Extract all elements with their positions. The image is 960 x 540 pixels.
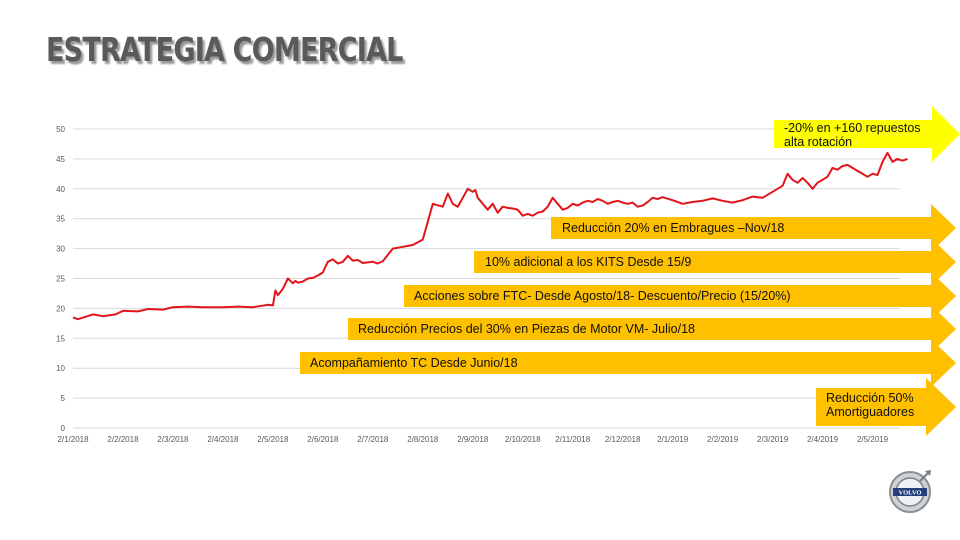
x-tick-label: 2/10/2018 [505,435,541,444]
annotation-arrow-amortiguadores: Reducción 50% Amortiguadores [816,378,956,436]
y-tick-label: 5 [61,394,66,403]
y-tick-label: 25 [56,275,65,284]
arrow-shape [300,339,956,387]
logo-text: VOLVO [899,490,922,497]
x-tick-label: 2/3/2018 [157,435,189,444]
page-title: ESTRATEGIA COMERCIAL [46,30,403,69]
annotation-label: Acompañamiento TC Desde Junio/18 [310,356,518,370]
x-tick-label: 2/5/2018 [257,435,289,444]
arrow-shape [551,204,956,252]
annotation-arrow-ftc: Acciones sobre FTC- Desde Agosto/18- Des… [404,272,956,320]
annotation-label: Reducción 20% en Embragues –Nov/18 [562,221,785,235]
x-tick-label: 2/1/2019 [657,435,689,444]
annotation-label: Reducción Precios del 30% en Piezas de M… [358,322,695,336]
y-tick-label: 50 [56,125,65,134]
series-layer [72,151,908,321]
y-axis-ticks: 0 5 10 15 20 25 30 35 40 45 50 [56,125,65,433]
volvo-logo: VOLVO [889,470,931,513]
x-tick-label: 2/5/2019 [857,435,889,444]
annotation-label: -20% en +160 repuestos alta rotación [784,121,921,149]
y-tick-label: 30 [56,245,65,254]
x-axis-ticks: 2/1/2018 2/2/2018 2/3/2018 2/4/2018 2/5/2018… [57,435,888,444]
arrow-shape [774,106,960,162]
x-tick-label: 2/4/2018 [207,435,239,444]
x-tick-label: 2/11/2018 [555,435,591,444]
arrow-shape [816,378,956,436]
y-tick-label: 15 [56,334,65,343]
annotation-arrow-embragues: Reducción 20% en Embragues –Nov/18 [551,204,956,252]
x-tick-label: 2/2/2018 [107,435,139,444]
x-tick-label: 2/4/2019 [807,435,839,444]
annotation-label: 10% adicional a los KITS Desde 15/9 [485,255,692,269]
arrow-shape [404,272,956,320]
annotation-arrow-repuestos: -20% en +160 repuestos alta rotación [774,106,960,162]
x-tick-label: 2/2/2019 [707,435,739,444]
y-tick-label: 40 [56,185,65,194]
x-tick-label: 2/9/2018 [457,435,489,444]
x-tick-label: 2/8/2018 [407,435,439,444]
x-tick-label: 2/3/2019 [757,435,789,444]
y-tick-label: 0 [61,424,66,433]
y-tick-label: 10 [56,364,65,373]
y-tick-label: 20 [56,304,65,313]
annotation-arrow-motor-vm: Reducción Precios del 30% en Piezas de M… [348,305,956,353]
annotation-label: Reducción 50% Amortiguadores [826,391,915,419]
series-line-precio [72,151,908,321]
arrow-shape [348,305,956,353]
x-tick-label: 2/7/2018 [357,435,389,444]
x-tick-label: 2/12/2018 [605,435,641,444]
y-tick-label: 35 [56,215,65,224]
annotation-arrow-kits: 10% adicional a los KITS Desde 15/9 [474,238,956,286]
x-tick-label: 2/6/2018 [307,435,339,444]
annotation-arrow-tc: Acompañamiento TC Desde Junio/18 [300,339,956,387]
annotation-label: Acciones sobre FTC- Desde Agosto/18- Des… [414,289,791,303]
y-tick-label: 45 [56,155,65,164]
arrow-shape [474,238,956,286]
x-tick-label: 2/1/2018 [57,435,89,444]
